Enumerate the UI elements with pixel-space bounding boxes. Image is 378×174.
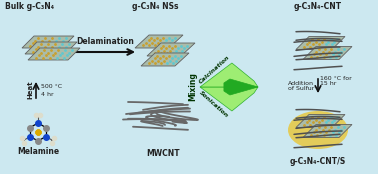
Text: g-C₃N₄-CNT: g-C₃N₄-CNT: [294, 2, 342, 11]
Polygon shape: [303, 46, 352, 60]
Polygon shape: [135, 35, 183, 48]
Text: g-C₃N₄-CNT/S: g-C₃N₄-CNT/S: [290, 157, 346, 166]
Polygon shape: [303, 125, 352, 137]
Text: Delamination: Delamination: [76, 37, 134, 46]
Text: 160 °C for
15 hr: 160 °C for 15 hr: [320, 76, 352, 86]
Polygon shape: [200, 63, 258, 87]
Text: Mixing: Mixing: [188, 73, 197, 101]
Polygon shape: [147, 43, 195, 56]
Text: Heat: Heat: [27, 81, 33, 99]
Polygon shape: [200, 87, 258, 111]
Polygon shape: [224, 79, 258, 95]
Text: 500 °C: 500 °C: [41, 84, 62, 89]
Text: Calcination: Calcination: [198, 55, 230, 85]
Polygon shape: [296, 114, 345, 128]
Text: Addition
of Sulfur: Addition of Sulfur: [288, 81, 314, 91]
Polygon shape: [22, 36, 74, 48]
Ellipse shape: [288, 111, 348, 149]
Text: g-C₃N₄ NSs: g-C₃N₄ NSs: [132, 2, 178, 11]
Text: Sonication: Sonication: [198, 90, 229, 118]
Text: MWCNT: MWCNT: [146, 149, 180, 158]
Polygon shape: [296, 37, 345, 49]
Polygon shape: [141, 53, 189, 66]
Text: Bulk g-C₃N₄: Bulk g-C₃N₄: [5, 2, 54, 11]
Polygon shape: [25, 42, 77, 54]
Text: 4 hr: 4 hr: [41, 92, 54, 97]
Text: Melamine: Melamine: [17, 147, 59, 156]
Polygon shape: [28, 48, 80, 60]
